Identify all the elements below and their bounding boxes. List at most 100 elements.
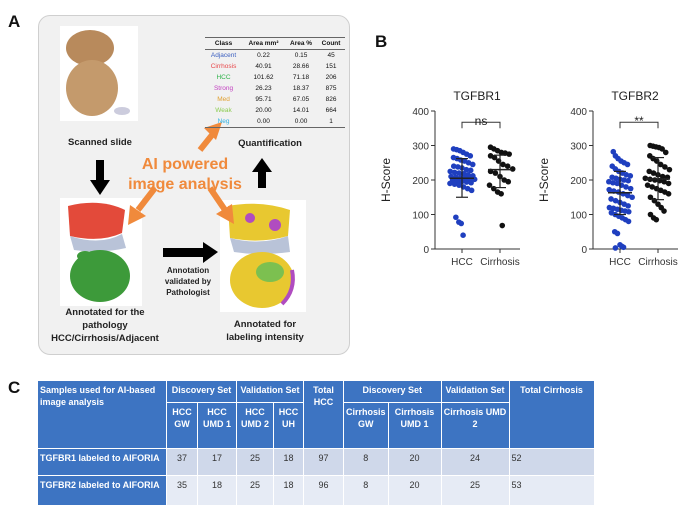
significance-label: ns <box>475 114 488 128</box>
data-point <box>627 173 634 179</box>
data-point <box>499 222 506 229</box>
table-cell: 8 <box>343 448 389 476</box>
data-point <box>666 166 673 173</box>
table-cell: 35 <box>166 475 198 506</box>
data-point <box>620 244 627 251</box>
caption-line: Annotation <box>166 266 210 275</box>
table-cell: Cirrhosis <box>210 63 237 70</box>
table-cell: 26.23 <box>255 85 272 92</box>
data-point <box>659 173 666 180</box>
data-point <box>621 177 627 183</box>
caption-line: Pathologist <box>166 288 210 297</box>
y-tick-label: 100 <box>412 211 429 222</box>
data-point <box>625 208 632 215</box>
y-tick-label: 0 <box>423 245 429 256</box>
data-point <box>610 179 616 186</box>
table-cell: 67.05 <box>292 96 310 103</box>
data-point <box>665 191 672 197</box>
data-point <box>451 181 458 187</box>
caption-line: Annotated for <box>233 319 297 330</box>
quantification-caption: Quantification <box>238 138 302 149</box>
data-point <box>447 168 454 175</box>
data-point <box>612 197 619 204</box>
data-point <box>610 148 617 155</box>
table-cell: 14.01 <box>292 107 310 114</box>
subheader: Cirrhosis UMD 2 <box>440 402 510 449</box>
y-axis-label: H-Score <box>537 158 551 202</box>
subheader: Cirrhosis UMD 1 <box>387 402 442 449</box>
scanned-slide-image <box>60 26 138 121</box>
table-cell: 20 <box>387 448 442 476</box>
table-cell: Neg <box>205 116 243 128</box>
data-point <box>468 179 474 186</box>
data-point <box>463 179 470 185</box>
table-cell: 53 <box>508 475 595 506</box>
data-point <box>465 159 472 166</box>
data-point <box>504 163 511 169</box>
y-tick-label: 300 <box>412 142 429 153</box>
table-cell: 875 <box>325 85 337 92</box>
table-cell: 97 <box>303 448 344 476</box>
header-total-cirrhosis: Total Cirrhosis <box>508 380 595 449</box>
data-point <box>629 194 635 201</box>
table-row: Cirrhosis 40.91 28.66 151 <box>205 61 345 72</box>
table-cell: 0.00 <box>242 116 285 128</box>
y-tick-label: 300 <box>570 142 587 153</box>
table-cell: Med <box>217 96 230 103</box>
header-total-hcc: Total HCC <box>303 380 344 449</box>
table-row: TGFBR2 labeled to AIFORIA 35 18 25 18 96 8 20 25… <box>37 475 595 506</box>
data-point <box>661 178 667 185</box>
table-cell: 52 <box>508 448 595 476</box>
data-point <box>467 167 474 174</box>
data-point <box>646 168 653 175</box>
table-cell: 664 <box>325 107 337 114</box>
table-cell: 17 <box>197 448 237 476</box>
data-point <box>447 180 453 187</box>
intensity-caption: Annotated for labeling intensity <box>210 318 320 344</box>
table-cell: 95.71 <box>255 96 272 103</box>
table-cell: 25 <box>236 448 274 476</box>
y-tick-label: 200 <box>412 176 429 187</box>
subheader: Cirrhosis GW <box>343 402 389 449</box>
table-row: Strong 26.23 18.37 875 <box>205 83 345 94</box>
x-tick-label: HCC <box>609 257 631 268</box>
data-point <box>624 192 631 199</box>
table-row: Weak 20.00 14.01 664 <box>205 105 345 116</box>
y-tick-label: 400 <box>570 107 587 118</box>
data-point <box>451 169 458 176</box>
y-tick-label: 0 <box>581 245 587 256</box>
hscore-charts: TGFBR1 H-Score 0 100 200 300 400 HCC Cirrhosis ns… <box>379 89 678 268</box>
table-row: Adjacent 0.22 0.15 45 <box>205 50 345 62</box>
table-cell: 18 <box>273 448 304 476</box>
chart-title: TGFBR1 <box>453 89 501 103</box>
table-cell: Weak <box>215 107 232 114</box>
table-cell: 71.18 <box>292 74 310 81</box>
column-header: Class <box>205 37 243 50</box>
data-point <box>486 182 493 188</box>
data-point <box>460 232 466 238</box>
data-point <box>662 164 668 170</box>
table-cell: 20.00 <box>255 107 272 114</box>
arrow-up-icon <box>252 158 272 188</box>
header-validation-hcc: Validation Set <box>236 380 304 403</box>
header-discovery-cirrhosis: Discovery Set <box>343 380 442 403</box>
table-cell: 1 <box>317 116 345 128</box>
subheader: HCC UMD 1 <box>197 402 237 449</box>
y-tick-label: 200 <box>570 176 587 187</box>
data-point <box>491 154 498 161</box>
table-cell: Adjacent <box>210 52 237 59</box>
x-tick-label: HCC <box>451 257 473 268</box>
table-cell: 28.66 <box>292 63 310 70</box>
table-row: TGFBR1 labeled to AIFORIA 37 17 25 18 97 8 20 24… <box>37 448 595 476</box>
data-point <box>647 194 654 201</box>
table-cell: 826 <box>325 96 337 103</box>
data-point <box>456 170 462 176</box>
data-point <box>467 153 474 159</box>
data-point <box>650 170 657 176</box>
orange-arrows <box>128 122 234 225</box>
table-cell: 206 <box>325 74 337 81</box>
subheader: HCC GW <box>166 402 198 449</box>
header-validation-cirrhosis: Validation Set <box>440 380 510 403</box>
table-cell: 18.37 <box>292 85 310 92</box>
table-cell: 151 <box>325 63 337 70</box>
